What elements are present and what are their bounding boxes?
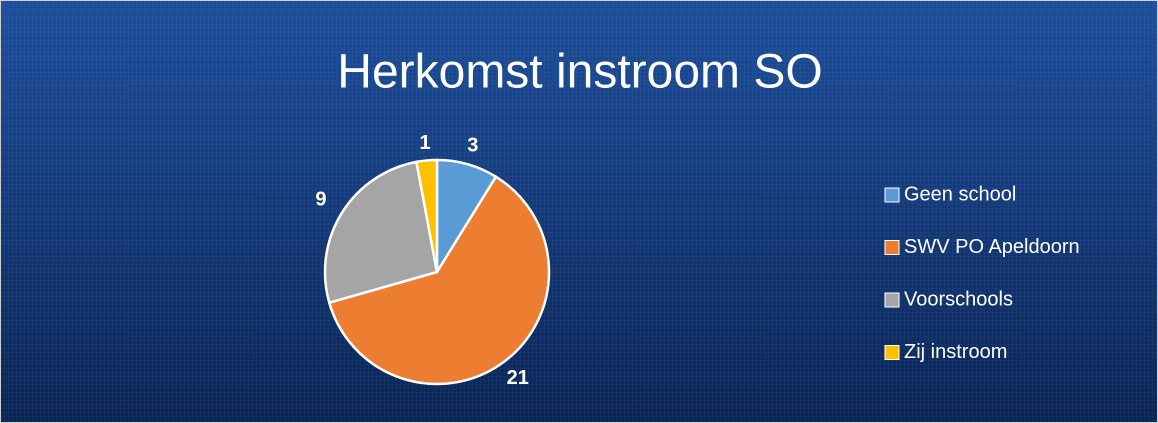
legend-label: Geen school xyxy=(904,183,1016,205)
data-label: 9 xyxy=(315,188,326,210)
pie-slice xyxy=(414,158,439,273)
data-label: 3 xyxy=(467,135,478,157)
legend-label: Voorschools xyxy=(904,288,1013,310)
pie-slice xyxy=(327,175,551,386)
legend-swatch xyxy=(884,345,900,360)
legend-swatch xyxy=(884,240,900,255)
legend-label: Zij instroom xyxy=(904,341,1007,363)
data-label: 1 xyxy=(420,132,431,154)
chart-title: Herkomst instroom SO xyxy=(337,46,822,99)
legend-swatch xyxy=(884,292,900,308)
legend-label: SWV PO Apeldoorn xyxy=(904,236,1080,258)
pie-slice xyxy=(323,160,439,305)
data-label: 21 xyxy=(507,367,529,389)
legend-swatch xyxy=(884,187,900,203)
